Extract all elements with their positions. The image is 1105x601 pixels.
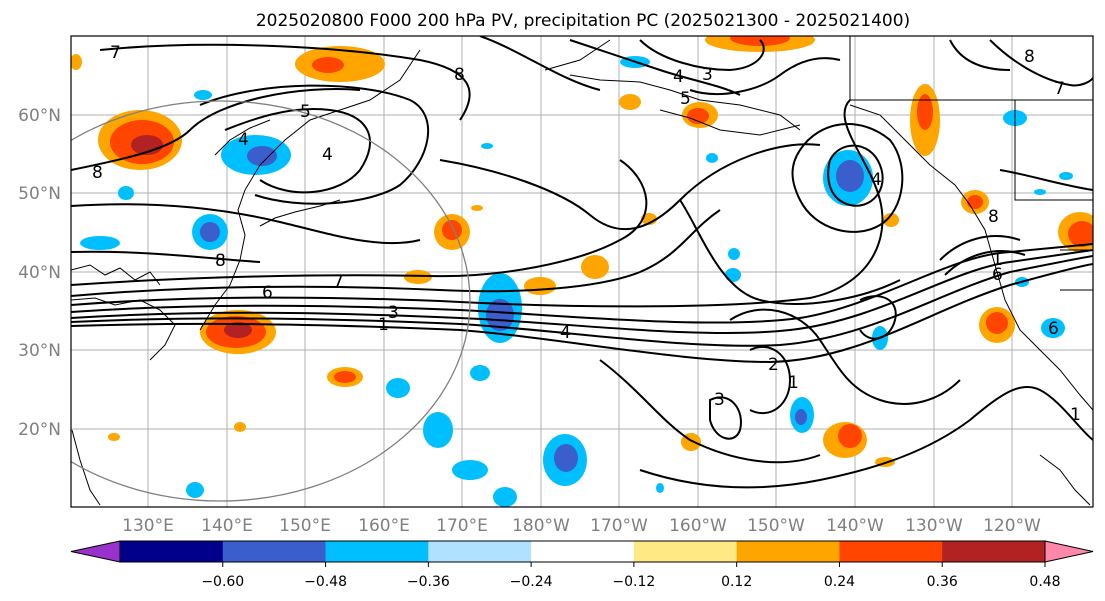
colorbar-segment <box>839 541 943 562</box>
longitude-label: 120°W <box>983 516 1041 536</box>
colorbar-segment <box>222 541 327 562</box>
longitude-label: 150°W <box>747 516 805 536</box>
pv-label: 8 <box>988 207 999 227</box>
longitude-label: 140°W <box>826 516 884 536</box>
pv-label: 6 <box>1048 319 1059 339</box>
latitude-label: 30°N <box>18 341 61 361</box>
colorbar-frame <box>119 540 1046 563</box>
colorbar-segment <box>736 541 840 562</box>
colorbar: −0.60 −0.48 −0.36 −0.24 −0.12 0.12 0.24 0.36 0.4… <box>70 540 1094 590</box>
colorbar-segment <box>120 541 224 562</box>
analysis-region-circle <box>71 100 471 502</box>
pv-label: 3 <box>388 303 399 323</box>
pv-label: 7 <box>1054 79 1065 99</box>
colorbar-tick-label: 0.12 <box>721 574 752 590</box>
colorbar-tick-label: −0.48 <box>304 574 347 590</box>
colorbar-segment <box>428 541 532 562</box>
pv-label: 8 <box>215 251 226 271</box>
longitude-label: 160°W <box>669 516 727 536</box>
colorbar-extend-high <box>1044 540 1094 563</box>
map-panel: 7 8 5 4 4 8 3 4 5 8 7 4 8 8 7 6 3 1 4 1 … <box>70 35 1094 508</box>
pv-contours <box>71 36 1093 489</box>
pv-label: 4 <box>238 130 249 150</box>
pv-label: 1 <box>992 250 1003 270</box>
latitude-label: 60°N <box>18 106 61 126</box>
pv-label: 1 <box>378 315 389 335</box>
pv-label: 1 <box>788 373 799 393</box>
colorbar-tick-label: 0.48 <box>1029 574 1060 590</box>
pv-label: 5 <box>300 102 311 122</box>
longitude-label: 150°E <box>279 516 331 536</box>
pv-label: 4 <box>560 323 571 343</box>
colorbar-extend-low <box>70 540 121 563</box>
pv-label: 7 <box>110 43 121 63</box>
colorbar-tick-label: −0.24 <box>510 574 553 590</box>
colorbar-tick-label: 0.36 <box>927 574 958 590</box>
colorbar-tick-label: −0.60 <box>201 574 244 590</box>
figure-title: 2025020800 F000 200 hPa PV, precipitatio… <box>256 11 910 31</box>
latitude-label: 40°N <box>18 263 61 283</box>
colorbar-segment <box>325 541 429 562</box>
colorbar-tick-label: −0.36 <box>407 574 450 590</box>
pv-label: 1 <box>1070 405 1081 425</box>
pv-label: 3 <box>702 65 713 85</box>
pv-label: 8 <box>1024 47 1035 67</box>
latitude-label: 20°N <box>18 420 61 440</box>
pv-label: 8 <box>92 163 103 183</box>
longitude-label: 130°W <box>905 516 963 536</box>
latitude-labels: 60°N 50°N 40°N 30°N 20°N <box>18 106 61 440</box>
pv-label: 2 <box>768 355 779 375</box>
pv-label: 4 <box>322 145 333 165</box>
pv-label: 8 <box>454 65 465 85</box>
pv-label: 3 <box>714 390 725 410</box>
pv-label: 6 <box>992 265 1003 285</box>
colorbar-segment <box>942 541 1046 562</box>
longitude-label: 170°E <box>436 516 488 536</box>
longitude-label: 140°E <box>201 516 253 536</box>
longitude-label: 180°W <box>512 516 570 536</box>
colorbar-segment <box>633 541 738 562</box>
precipitation-shading <box>71 36 1093 507</box>
map-frame <box>70 35 1094 508</box>
colorbar-segment <box>531 541 635 562</box>
pv-label: 5 <box>680 89 691 109</box>
pv-label: 4 <box>871 170 882 190</box>
pv-label: 6 <box>262 283 273 303</box>
longitude-label: 130°E <box>122 516 174 536</box>
colorbar-tick-label: 0.24 <box>824 574 855 590</box>
pv-label: 4 <box>673 67 684 87</box>
longitude-label: 170°W <box>590 516 648 536</box>
longitude-labels: 130°E 140°E 150°E 160°E 170°E 180°W 170°W 160°W… <box>122 516 1041 536</box>
pv-label: 7 <box>333 272 344 292</box>
negative-anomaly-blobs <box>80 56 1073 507</box>
latitude-label: 50°N <box>18 184 61 204</box>
pv-contour-labels: 7 8 5 4 4 8 3 4 5 8 7 4 8 8 7 6 3 1 4 1 … <box>92 43 1081 425</box>
colorbar-tick-label: −0.12 <box>612 574 655 590</box>
longitude-label: 160°E <box>358 516 410 536</box>
